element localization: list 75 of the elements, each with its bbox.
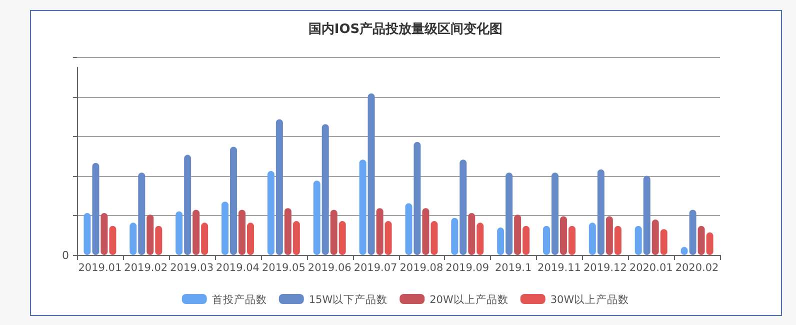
bar bbox=[138, 172, 146, 255]
bar bbox=[405, 203, 412, 255]
x-tick-label: 2020.01 bbox=[629, 262, 673, 274]
bar bbox=[614, 226, 622, 255]
bar bbox=[430, 221, 438, 255]
x-tick-label: 2019.01 bbox=[78, 262, 122, 274]
bar bbox=[451, 218, 458, 255]
bar bbox=[706, 232, 714, 255]
bar bbox=[100, 212, 108, 255]
x-tick-label: 2019.05 bbox=[262, 262, 306, 274]
bar bbox=[597, 169, 604, 255]
bar bbox=[689, 210, 696, 255]
bar bbox=[476, 222, 484, 255]
bar bbox=[238, 210, 246, 255]
bar bbox=[192, 210, 200, 255]
bar bbox=[330, 210, 338, 255]
bar bbox=[460, 160, 467, 255]
bar bbox=[698, 226, 705, 255]
bar bbox=[155, 226, 162, 255]
bar bbox=[92, 162, 100, 255]
bar bbox=[284, 208, 292, 255]
bar bbox=[560, 216, 567, 255]
bar bbox=[368, 93, 375, 255]
bar bbox=[109, 226, 116, 255]
bar bbox=[146, 214, 154, 255]
legend-label: 30W以上产品数 bbox=[550, 293, 630, 306]
x-tick-label: 2019.06 bbox=[308, 262, 352, 274]
bar bbox=[313, 180, 320, 255]
x-tick-label: 2019.12 bbox=[583, 262, 627, 274]
x-tick-label: 2019.11 bbox=[538, 262, 581, 274]
bar bbox=[660, 229, 668, 255]
x-tick-label: 2019.08 bbox=[400, 262, 444, 274]
bar bbox=[201, 222, 208, 255]
bar bbox=[292, 221, 300, 255]
bar bbox=[247, 222, 254, 255]
x-tick-label: 2019.04 bbox=[216, 262, 260, 274]
x-tick-label: 2019.07 bbox=[354, 262, 398, 274]
bar bbox=[230, 146, 237, 255]
x-tick-label: 2019.02 bbox=[124, 262, 168, 274]
text: 0 bbox=[62, 249, 69, 262]
bar bbox=[84, 212, 91, 255]
bar bbox=[422, 208, 430, 255]
bar bbox=[634, 226, 642, 255]
chart-title: 国内IOS产品投放量级区间变化图 bbox=[308, 21, 503, 37]
bar bbox=[552, 172, 558, 255]
x-tick-label: 2019.09 bbox=[446, 262, 490, 274]
bar bbox=[384, 221, 392, 255]
bar bbox=[643, 176, 650, 255]
bar bbox=[506, 172, 513, 255]
bar bbox=[276, 119, 283, 255]
x-tick-label: 2019.1 bbox=[494, 262, 532, 274]
bar bbox=[514, 214, 522, 255]
legend-label: 20W以上产品数 bbox=[430, 293, 508, 306]
legend-label: 15W以下产品数 bbox=[308, 293, 388, 306]
legend-label: 首投产品数 bbox=[212, 293, 267, 306]
bar bbox=[322, 124, 329, 255]
bar bbox=[359, 160, 366, 255]
bar bbox=[376, 208, 384, 255]
x-tick-label: 2020.02 bbox=[675, 262, 719, 274]
bar bbox=[176, 211, 183, 255]
bar bbox=[338, 221, 346, 255]
bar bbox=[522, 226, 530, 255]
bar bbox=[588, 222, 596, 255]
bar bbox=[267, 170, 274, 255]
bar bbox=[414, 142, 421, 255]
bar bbox=[652, 219, 659, 255]
bar bbox=[222, 202, 228, 255]
bar bbox=[568, 226, 576, 255]
bar bbox=[497, 228, 504, 255]
bar bbox=[468, 212, 476, 255]
bar bbox=[130, 222, 137, 255]
x-tick-label: 2019.03 bbox=[170, 262, 214, 274]
bar bbox=[543, 226, 550, 255]
bar bbox=[606, 216, 613, 255]
bar bbox=[184, 154, 192, 255]
